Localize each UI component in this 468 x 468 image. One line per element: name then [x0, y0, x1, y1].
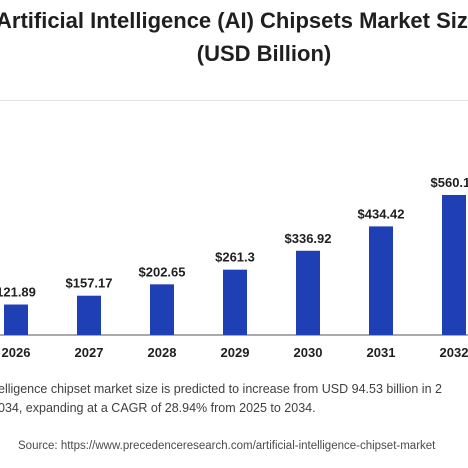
value-label-2027: $157.17 [66, 276, 113, 291]
caption-line-1: elligence chipset market size is predict… [0, 382, 442, 396]
x-tick-2028: 2028 [148, 345, 177, 360]
x-tick-2031: 2031 [367, 345, 396, 360]
source-note: Source: https://www.precedenceresearch.c… [18, 440, 436, 452]
bar-2029 [223, 269, 247, 335]
title-divider [0, 100, 468, 101]
bar-chart: 121.89 2026 $157.17 2027 $202.65 2028 $261.3 20… [0, 175, 468, 360]
x-tick-2030: 2030 [294, 345, 323, 360]
x-tick-2027: 2027 [75, 345, 104, 360]
caption-line-2: 034, expanding at a CAGR of 28.94% from … [0, 401, 316, 415]
chart-caption: elligence chipset market size is predict… [0, 380, 468, 418]
bar-2030 [296, 250, 320, 335]
x-tick-2026: 2026 [2, 345, 31, 360]
value-label-2030: $336.92 [285, 231, 332, 246]
value-label-2028: $202.65 [139, 264, 186, 279]
value-label-2029: $261.3 [215, 250, 255, 265]
bar-2031 [369, 226, 393, 335]
value-label-2031: $434.42 [358, 206, 405, 221]
value-label-2026: 121.89 [0, 285, 36, 300]
bar-2032 [442, 194, 466, 335]
x-tick-2032: 2032 [440, 345, 468, 360]
x-tick-2029: 2029 [221, 345, 250, 360]
bar-2026 [4, 304, 28, 335]
chart-title-line2: (USD Billion) [196, 41, 332, 66]
value-label-2032: $560.14 [431, 175, 468, 190]
bar-2027 [77, 295, 101, 335]
bar-2028 [150, 284, 174, 335]
chart-title-line1: Artificial Intelligence (AI) Chipsets Ma… [0, 8, 468, 33]
